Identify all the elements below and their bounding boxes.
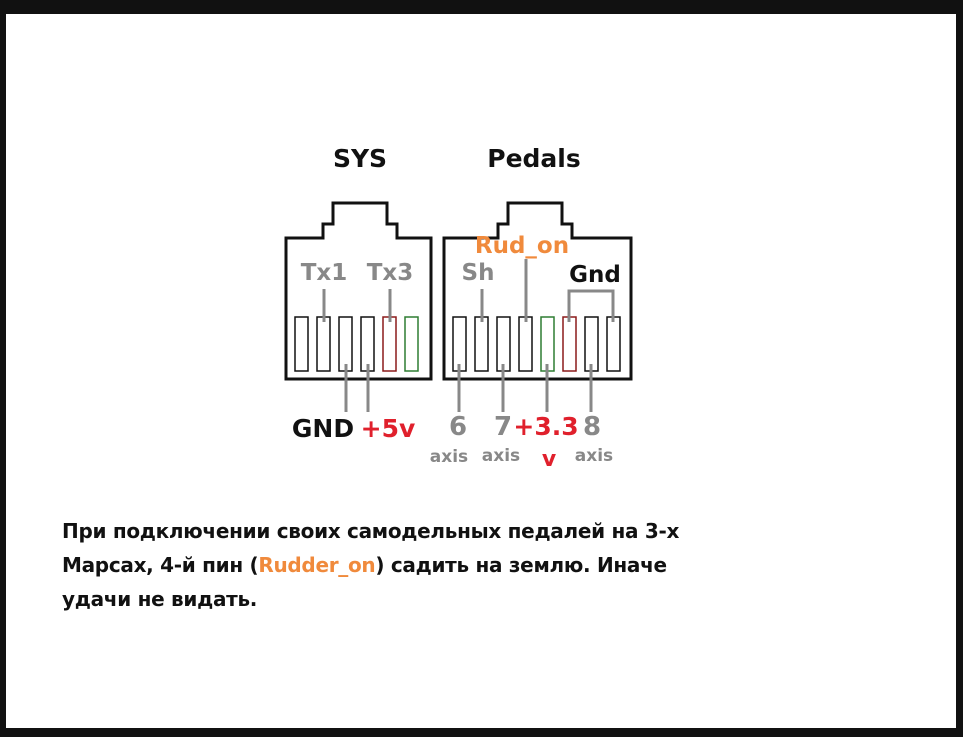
pedals-pin-4 xyxy=(518,316,533,372)
sys-title: SYS xyxy=(333,144,387,173)
sys-pin-2 xyxy=(316,316,331,372)
plus5v-label: +5v xyxy=(361,414,416,443)
sys-pin-3 xyxy=(338,316,353,372)
note-line-3: удачи не видать. xyxy=(62,587,258,611)
note-line-1: При подключении своих самодельных педале… xyxy=(62,519,680,543)
pedals-title: Pedals xyxy=(487,144,581,173)
note-line-2-end: ) садить на землю. Иначе xyxy=(375,553,667,577)
pin7-sub: axis xyxy=(482,446,520,466)
wiring-note: При подключении своих самодельных педале… xyxy=(62,514,682,616)
tx3-label: Tx3 xyxy=(367,260,414,286)
plus33-unit: v xyxy=(542,447,557,472)
gnd-sys-label: GND xyxy=(292,414,354,443)
pedals-pin-5 xyxy=(540,316,555,372)
note-line-2: Марсах, 4-й пин (Rudder_on) садить на зе… xyxy=(62,548,682,582)
pin6-sub: axis xyxy=(430,447,468,467)
connector-diagram: SYS Pedals xyxy=(284,144,633,472)
pedals-pins xyxy=(452,316,621,372)
tx1-label: Tx1 xyxy=(301,260,348,286)
pedals-pin-6 xyxy=(562,316,577,372)
sys-pin-4 xyxy=(360,316,375,372)
pedals-pin-1 xyxy=(452,316,467,372)
note-line-2-start: Марсах, 4-й пин ( xyxy=(62,553,259,577)
sys-pin-6 xyxy=(404,316,419,372)
sh-label: Sh xyxy=(462,260,495,286)
gnd-pedals-label: Gnd xyxy=(569,262,621,288)
sys-pin-1 xyxy=(294,316,309,372)
sys-connector-body xyxy=(284,201,433,381)
plus33-label: +3.3 xyxy=(513,412,578,441)
pedals-pin-8 xyxy=(606,316,621,372)
pin-leader-lines xyxy=(322,259,615,412)
pedals-pin-7 xyxy=(584,316,599,372)
pin8-number: 8 xyxy=(583,412,601,442)
pin7-number: 7 xyxy=(494,412,512,442)
pedals-connector-body xyxy=(442,201,633,381)
pedals-pin-2 xyxy=(474,316,489,372)
rudder-on-highlight: Rudder_on xyxy=(258,553,376,577)
pin8-sub: axis xyxy=(575,446,613,466)
pedals-pin-3 xyxy=(496,316,511,372)
gnd-pedals-bracket xyxy=(567,289,615,322)
pin6-number: 6 xyxy=(449,412,467,442)
diagram-canvas: SYS Pedals xyxy=(6,14,956,728)
sys-pins xyxy=(294,316,419,372)
rud-on-label: Rud_on xyxy=(475,233,569,259)
sys-pin-5 xyxy=(382,316,397,372)
